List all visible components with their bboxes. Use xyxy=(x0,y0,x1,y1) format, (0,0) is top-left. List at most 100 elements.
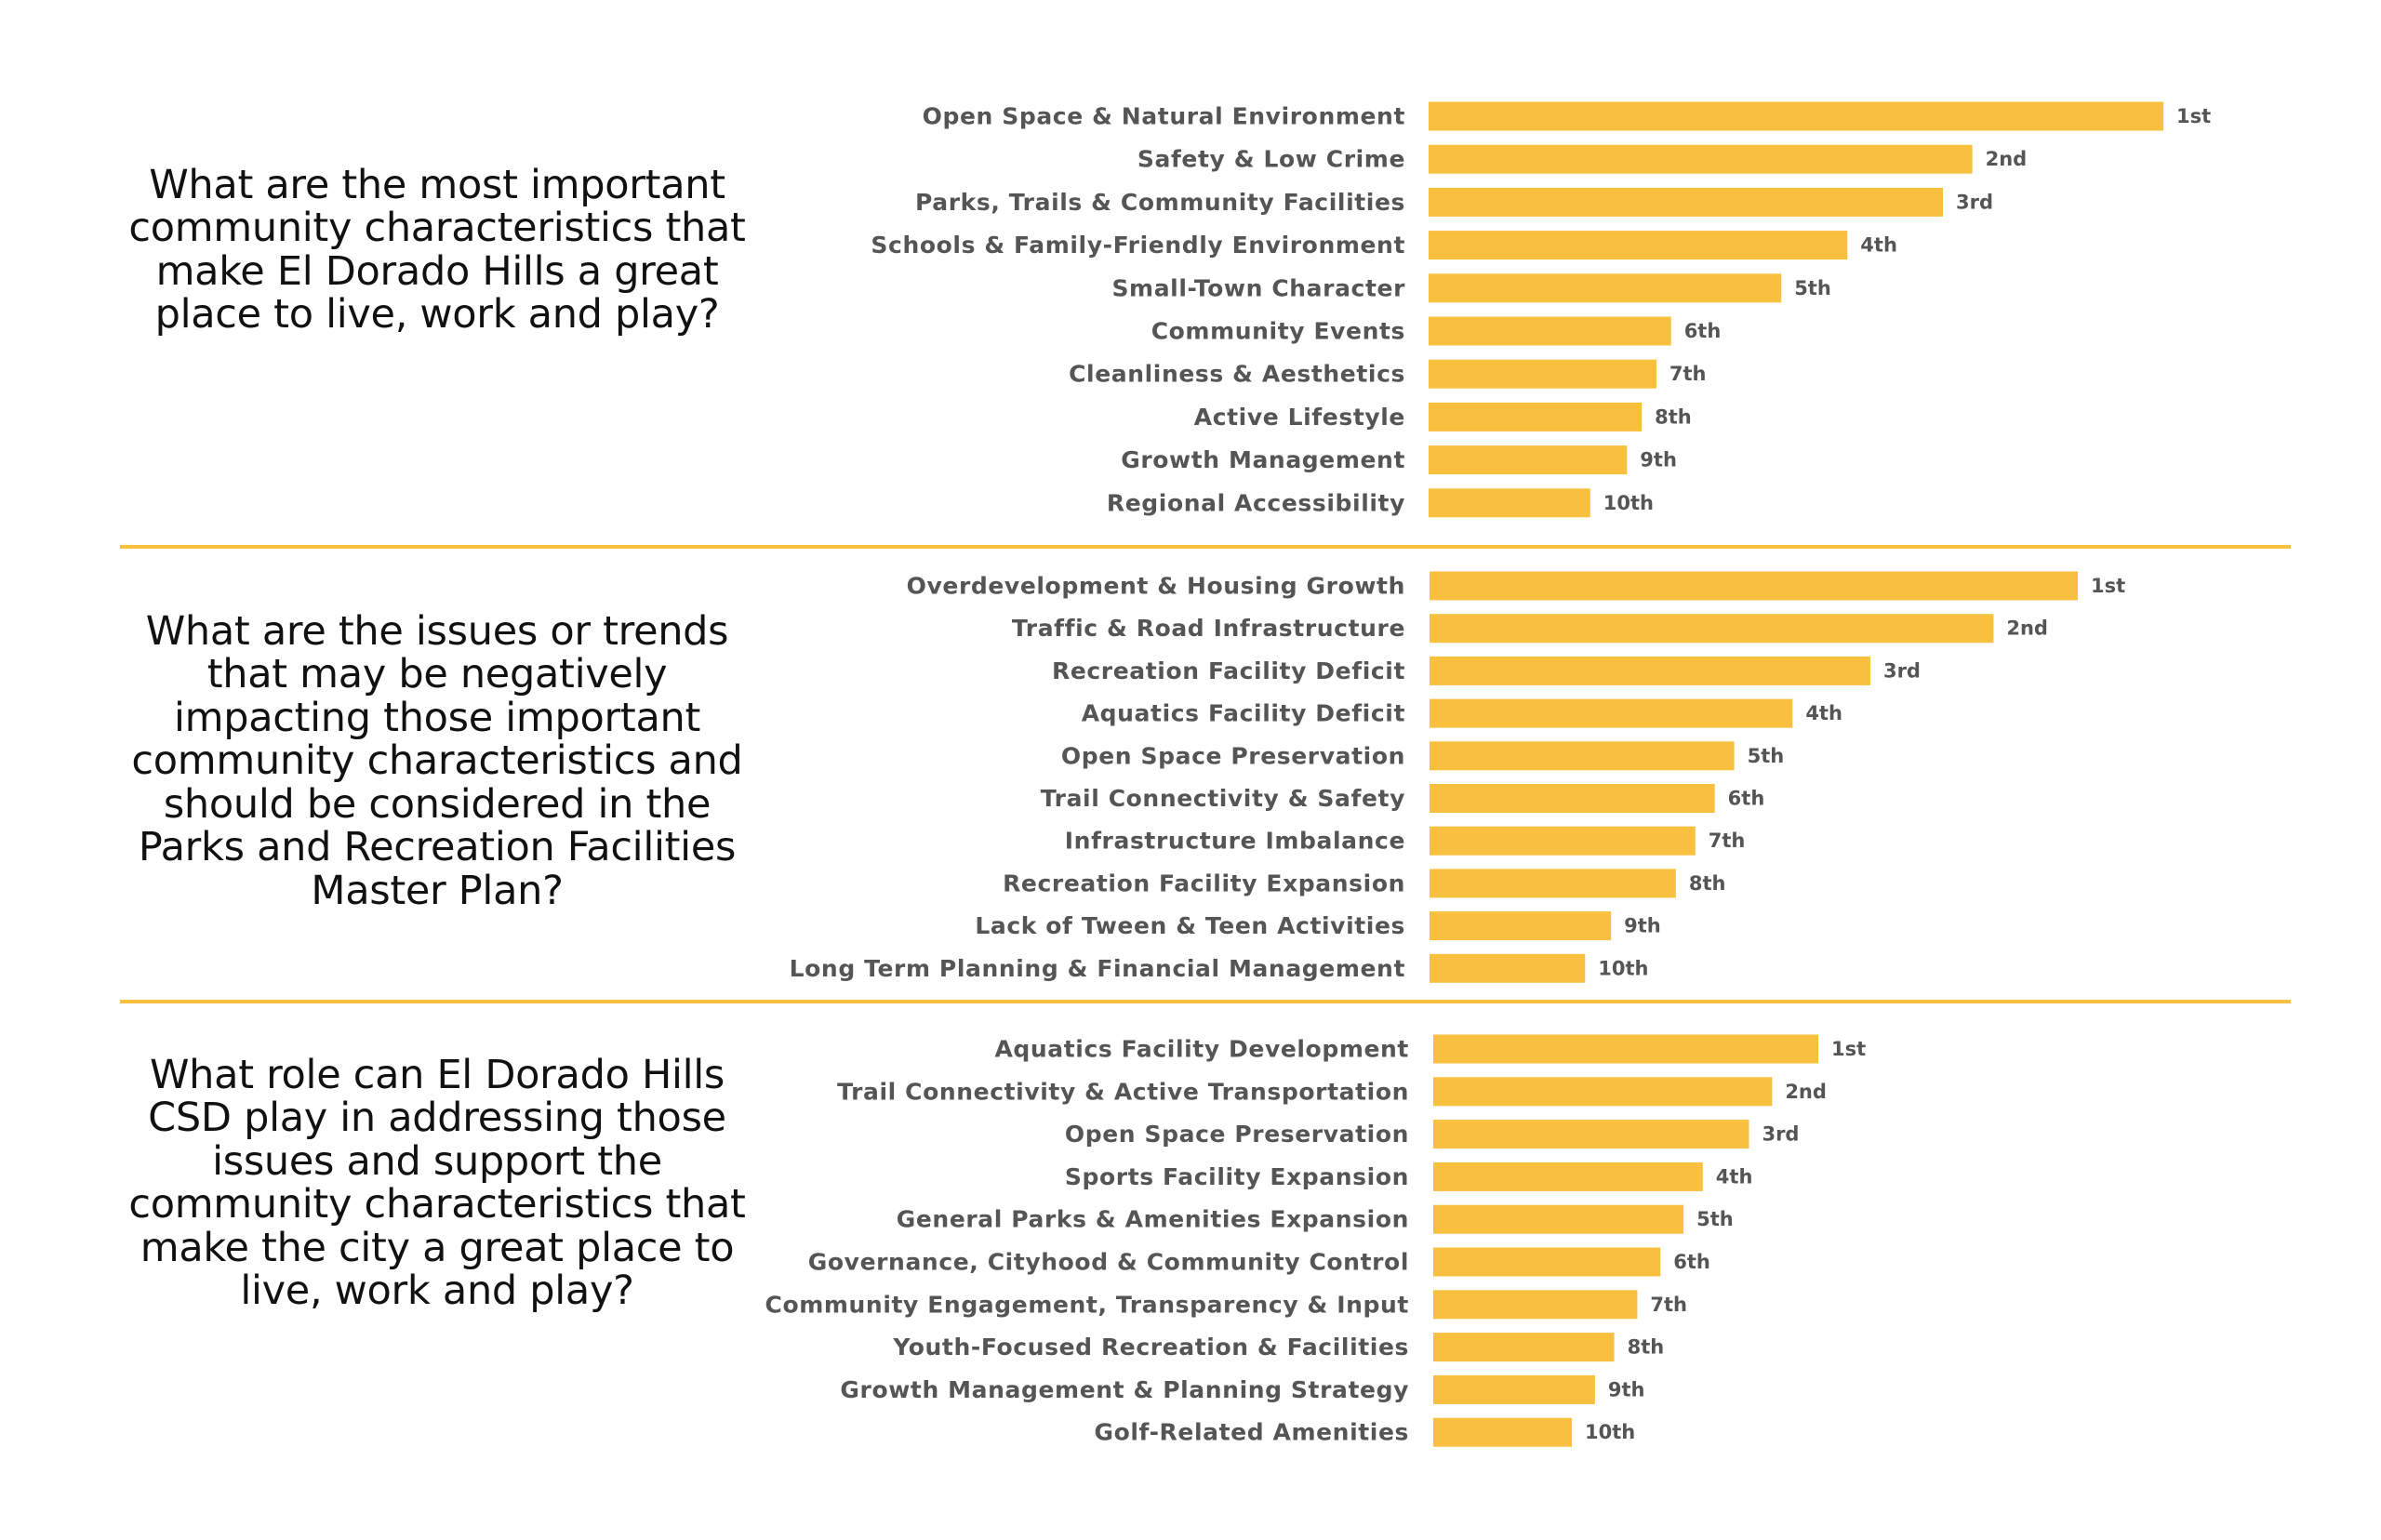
rank-label: 3rd xyxy=(1956,191,1993,213)
category-label: Safety & Low Crime xyxy=(1137,146,1405,173)
category-label: Governance, Cityhood & Community Control xyxy=(808,1249,1409,1276)
question-1: What are the most important community ch… xyxy=(128,162,746,339)
rank-label: 8th xyxy=(1689,872,1726,895)
category-label: Growth Management xyxy=(1121,446,1405,473)
bar xyxy=(1433,1374,1595,1404)
bar xyxy=(1430,741,1735,771)
bar xyxy=(1430,571,2078,601)
bar xyxy=(1433,1162,1703,1191)
chart-section-3: What role can El Dorado Hills CSD play i… xyxy=(128,1034,1866,1447)
rank-label: 10th xyxy=(1585,1421,1635,1443)
rank-label: 1st xyxy=(2091,575,2125,597)
bar xyxy=(1429,445,1628,475)
category-label: Overdevelopment & Housing Growth xyxy=(907,573,1405,600)
category-label: Recreation Facility Expansion xyxy=(1003,870,1405,896)
bar xyxy=(1430,953,1586,983)
rank-label: 9th xyxy=(1640,449,1677,471)
category-label: Golf-Related Amenities xyxy=(1094,1419,1409,1446)
rank-label: 2nd xyxy=(1986,148,2028,170)
category-label: Schools & Family-Friendly Environment xyxy=(871,232,1405,259)
bar xyxy=(1429,273,1782,303)
rank-label: 2nd xyxy=(2006,617,2048,640)
rank-label: 5th xyxy=(1748,745,1785,767)
bar-chart-3: Aquatics Facility Development 1st Trail Co… xyxy=(765,1034,1866,1447)
rank-label: 10th xyxy=(1598,957,1648,979)
bar xyxy=(1430,614,1994,644)
bar xyxy=(1429,187,1943,217)
category-label: Long Term Planning & Financial Managemen… xyxy=(790,955,1405,982)
bar-chart-2: Overdevelopment & Housing Growth 1st Traff… xyxy=(790,571,2125,983)
rank-label: 4th xyxy=(1716,1165,1753,1188)
category-label: Parks, Trails & Community Facilities xyxy=(915,189,1405,216)
bar xyxy=(1429,402,1643,431)
category-label: Cleanliness & Aesthetics xyxy=(1069,361,1405,388)
bar xyxy=(1429,101,2163,131)
rank-label: 7th xyxy=(1669,363,1707,385)
category-label: Infrastructure Imbalance xyxy=(1065,828,1405,855)
rank-label: 5th xyxy=(1794,277,1831,299)
rank-label: 4th xyxy=(1805,702,1842,724)
bar-chart-1: Open Space & Natural Environment 1st Safet… xyxy=(871,101,2211,518)
category-label: Community Engagement, Transparency & Inp… xyxy=(765,1291,1410,1318)
category-label: Active Lifestyle xyxy=(1194,404,1405,431)
category-label: Small-Town Character xyxy=(1111,274,1405,301)
bar xyxy=(1430,911,1612,941)
rank-label: 9th xyxy=(1624,915,1661,937)
rank-label: 7th xyxy=(1709,830,1746,852)
rank-label: 4th xyxy=(1860,234,1897,257)
bar xyxy=(1433,1120,1749,1149)
category-label: Recreation Facility Deficit xyxy=(1052,657,1405,684)
rank-label: 6th xyxy=(1728,788,1765,810)
rank-label: 6th xyxy=(1673,1251,1710,1273)
bar xyxy=(1433,1077,1773,1107)
bar xyxy=(1429,488,1590,518)
category-label: Aquatics Facility Deficit xyxy=(1082,700,1405,727)
rank-label: 6th xyxy=(1684,320,1722,342)
rank-label: 9th xyxy=(1608,1378,1645,1401)
category-label: Regional Accessibility xyxy=(1107,489,1405,516)
bar xyxy=(1429,316,1671,346)
category-label: Youth-Focused Recreation & Facilities xyxy=(892,1334,1409,1361)
category-label: Trail Connectivity & Active Transportati… xyxy=(837,1078,1409,1105)
rank-label: 10th xyxy=(1603,492,1654,514)
category-label: Open Space & Natural Environment xyxy=(923,103,1405,130)
bar xyxy=(1430,784,1715,813)
rank-label: 3rd xyxy=(1883,659,1921,682)
category-label: Open Space Preservation xyxy=(1061,742,1405,769)
rank-label: 8th xyxy=(1655,405,1692,428)
bar xyxy=(1430,656,1870,685)
rank-label: 3rd xyxy=(1762,1123,1799,1146)
category-label: General Parks & Amenities Expansion xyxy=(897,1206,1409,1233)
section-divider-1 xyxy=(120,545,2291,549)
rank-label: 7th xyxy=(1650,1294,1687,1316)
chart-section-2: What are the issues or trends that may b… xyxy=(131,571,2125,983)
bar xyxy=(1430,698,1793,728)
chart-section-1: What are the most important community ch… xyxy=(0,0,2381,547)
category-label: Trail Connectivity & Safety xyxy=(1041,785,1405,812)
category-label: Traffic & Road Infrastructure xyxy=(1012,615,1405,642)
bar xyxy=(1430,869,1676,898)
bar xyxy=(1433,1204,1684,1234)
bar xyxy=(1429,231,1848,260)
bar xyxy=(1433,1034,1818,1064)
category-label: Lack of Tween & Teen Activities xyxy=(975,912,1405,939)
category-label: Open Space Preservation xyxy=(1065,1121,1409,1148)
rank-label: 2nd xyxy=(1785,1081,1827,1103)
rank-label: 8th xyxy=(1628,1336,1665,1359)
bar xyxy=(1433,1417,1573,1447)
bar xyxy=(1430,826,1696,856)
category-label: Aquatics Facility Development xyxy=(994,1036,1409,1063)
bar xyxy=(1429,359,1656,389)
category-label: Sports Facility Expansion xyxy=(1065,1163,1409,1190)
bar xyxy=(1429,144,1973,174)
category-label: Community Events xyxy=(1151,318,1405,345)
rank-label: 1st xyxy=(2176,105,2211,127)
rank-label: 1st xyxy=(1831,1038,1866,1060)
bar xyxy=(1433,1290,1638,1320)
bar xyxy=(1433,1247,1661,1277)
bar xyxy=(1433,1333,1615,1362)
question-3: What role can El Dorado Hills CSD play i… xyxy=(128,1052,746,1315)
category-label: Growth Management & Planning Strategy xyxy=(840,1376,1409,1403)
rank-label: 5th xyxy=(1696,1208,1734,1230)
section-divider-2 xyxy=(120,1000,2291,1003)
